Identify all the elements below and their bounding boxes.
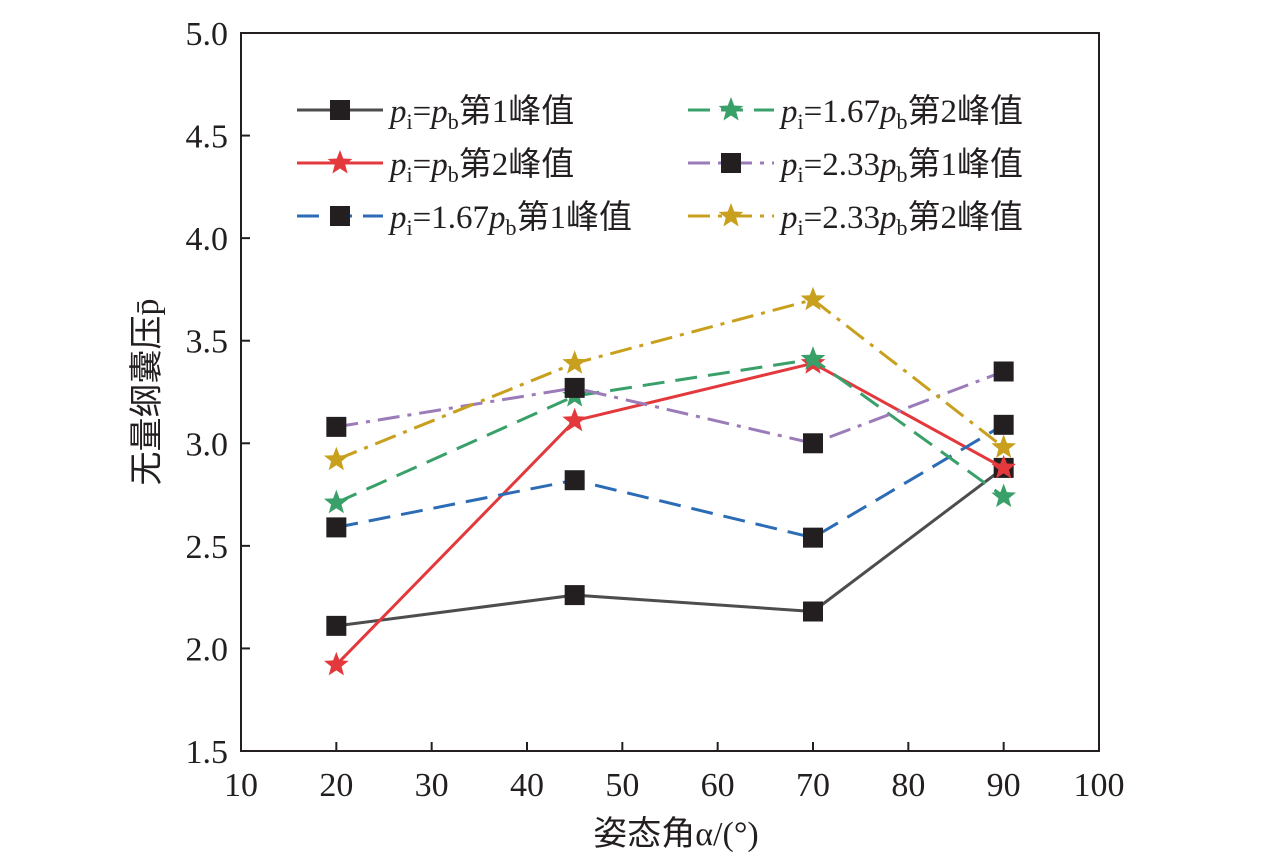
series-1 (326, 457, 1014, 636)
series-line (335, 357, 1005, 505)
data-point (993, 414, 1014, 435)
plot-frame (240, 32, 1100, 752)
y-tick-label: 4.5 (186, 119, 229, 156)
data-point (564, 585, 585, 606)
data-point (323, 651, 349, 676)
series-6 (323, 286, 1017, 471)
series-line (336, 423, 1005, 540)
data-point (562, 350, 588, 374)
data-point (326, 416, 347, 437)
legend-item: pi=1.67pb第1峰值 (297, 199, 632, 240)
y-tick-label: 2.5 (186, 529, 229, 566)
legend-label: pi=2.33pb第2峰值 (779, 199, 1023, 240)
x-axis: 10 20 30 40 50 60 70 80 90 100 (224, 742, 1125, 804)
x-tick-label: 40 (510, 767, 544, 804)
legend-item: pi=pb第1峰值 (297, 93, 574, 134)
y-axis: 1.5 2.0 2.5 3.0 3.5 4.0 4.5 5.0 (186, 16, 250, 771)
data-point (803, 527, 823, 548)
data-point (564, 377, 585, 398)
data-point (991, 454, 1017, 479)
data-point (326, 615, 347, 636)
legend: pi=pb第1峰值 pi=pb第2峰值 pi=1.67pb第1峰值 pi=1.67pb… (297, 93, 1023, 240)
data-point (991, 483, 1017, 508)
legend-marker (327, 150, 353, 174)
legend-label: pi=pb第2峰值 (388, 146, 574, 187)
legend-marker (330, 206, 350, 226)
y-tick-label: 4.0 (186, 221, 229, 258)
x-axis-title: 姿态角α/(°) (593, 815, 759, 853)
series-layer (323, 286, 1017, 676)
series-2 (323, 350, 1017, 676)
x-tick-label: 30 (415, 767, 449, 804)
legend-label: pi=1.67pb第1峰值 (388, 199, 632, 240)
x-tick-label: 80 (891, 767, 925, 804)
legend-item: pi=pb第2峰值 (297, 146, 574, 187)
y-tick-label: 3.5 (186, 324, 229, 361)
data-point (800, 346, 826, 370)
series-4 (323, 346, 1017, 514)
legend-item: pi=2.33pb第2峰值 (688, 199, 1023, 240)
series-line (336, 466, 1005, 628)
legend-marker (330, 100, 350, 120)
data-point (562, 407, 588, 432)
data-point (326, 517, 347, 538)
x-tick-label: 10 (224, 767, 258, 804)
y-tick-label: 3.0 (186, 426, 229, 463)
series-5 (326, 361, 1014, 454)
legend-label: pi=pb第1峰值 (388, 93, 574, 134)
data-point (993, 361, 1014, 382)
data-point (323, 489, 349, 514)
x-tick-label: 50 (605, 767, 639, 804)
y-tick-label: 5.0 (186, 16, 229, 53)
legend-label: pi=2.33pb第1峰值 (779, 146, 1023, 187)
x-tick-label: 20 (319, 767, 353, 804)
y-axis-title: 无量纲囊压p̄ (128, 299, 166, 486)
data-point (803, 433, 823, 454)
x-tick-label: 60 (701, 767, 735, 804)
data-point (803, 601, 823, 622)
series-3 (326, 414, 1014, 548)
legend-marker (721, 153, 741, 173)
legend-item: pi=1.67pb第2峰值 (688, 93, 1023, 134)
data-point (323, 446, 349, 471)
data-point (564, 470, 585, 491)
legend-label: pi=1.67pb第2峰值 (779, 93, 1023, 134)
x-tick-label: 90 (987, 767, 1021, 804)
x-tick-label: 100 (1074, 767, 1125, 804)
y-tick-label: 2.0 (186, 631, 229, 668)
legend-item: pi=2.33pb第1峰值 (688, 146, 1023, 187)
series-line (335, 361, 1005, 666)
y-tick-label: 1.5 (186, 734, 229, 771)
series-line (335, 298, 1005, 462)
legend-marker (718, 203, 744, 227)
data-point (800, 286, 826, 311)
series-line (336, 370, 1005, 445)
legend-marker (718, 97, 744, 121)
data-point (991, 434, 1017, 458)
x-tick-label: 70 (796, 767, 830, 804)
